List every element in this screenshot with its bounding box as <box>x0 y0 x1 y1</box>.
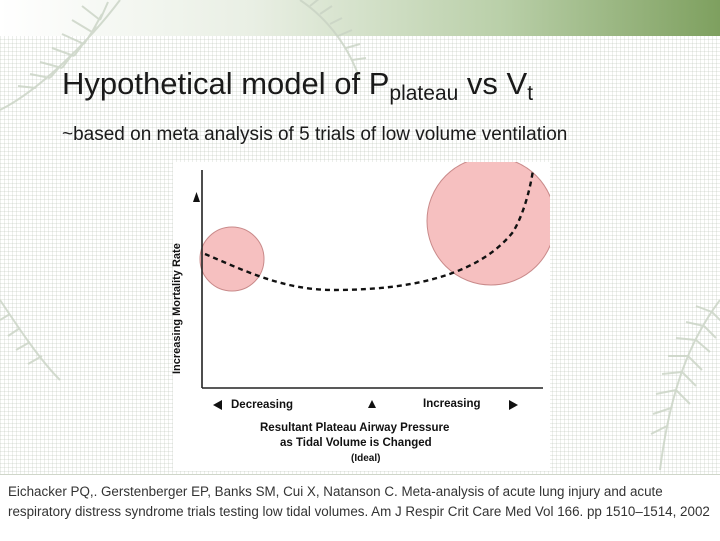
x-axis-title-line1: Resultant Plateau Airway Pressure <box>260 422 450 434</box>
figure-graphic <box>193 162 550 410</box>
reference-text: Eichacker PQ,. Gerstenberger EP, Banks S… <box>8 484 710 519</box>
mortality-curve-figure: Increasing Mortality Rate Decreasing Inc… <box>171 162 550 471</box>
title-mid-text: vs V <box>458 66 528 101</box>
title-subscript-t: t <box>527 82 534 105</box>
ideal-label: (Ideal) <box>351 453 381 464</box>
header-gradient-band <box>0 0 720 36</box>
x-axis-title-line2: as Tidal Volume is Changed <box>280 437 432 449</box>
left-highlight-circle <box>199 226 265 292</box>
slide-title: Hypothetical model of Pplateau vs Vt <box>62 66 533 106</box>
title-main-text: Hypothetical model of P <box>62 66 390 101</box>
arrow-up-icon <box>193 192 200 202</box>
x-right-label: Increasing <box>423 398 481 410</box>
reference-citation-box: Eichacker PQ,. Gerstenberger EP, Banks S… <box>0 474 720 541</box>
ideal-marker-triangle-icon <box>368 400 376 408</box>
right-highlight-circle <box>426 162 550 286</box>
slide-subtitle: ~based on meta analysis of 5 trials of l… <box>62 124 568 145</box>
arrow-left-icon <box>213 400 222 410</box>
title-subscript-plateau: plateau <box>389 82 459 105</box>
y-axis-label: Increasing Mortality Rate <box>171 243 183 374</box>
x-left-label: Decreasing <box>231 399 294 411</box>
arrow-right-icon <box>509 400 518 410</box>
mortality-curve <box>204 169 535 292</box>
